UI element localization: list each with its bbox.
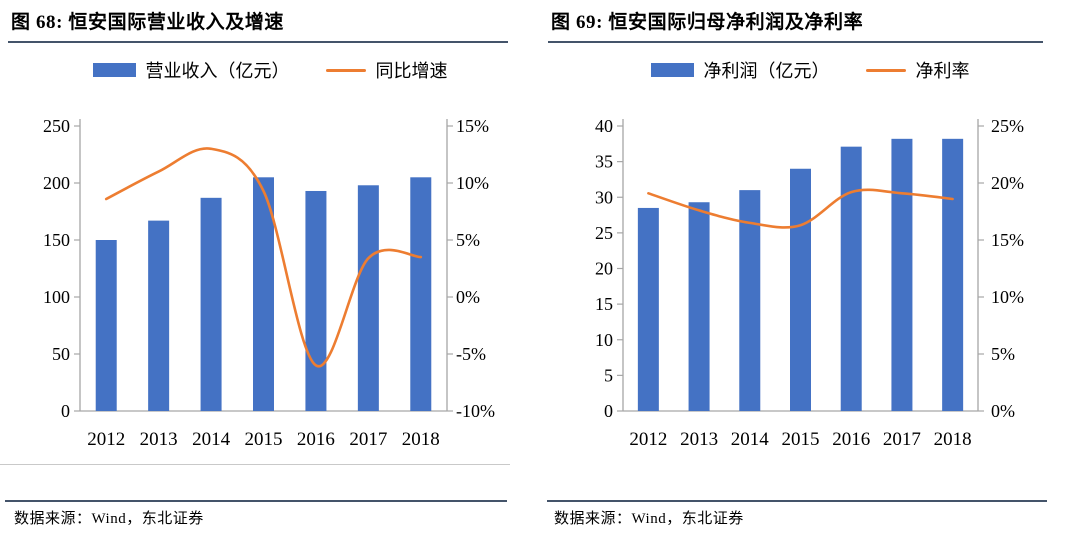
x-axis-label: 2014 xyxy=(731,429,770,450)
source-note: 数据来源：Wind，东北证券 xyxy=(554,511,744,527)
bar-series-swatch xyxy=(92,63,136,77)
legend-label-growth: 同比增速 xyxy=(375,61,448,81)
profit-margin-chart: 0 5 10 15 20 25 30 35 40 0% 5% 10% 15% 20% 25% 2012 2013… xyxy=(595,116,1024,450)
right-axis-label: 0% xyxy=(456,287,480,307)
left-axis-label: 15 xyxy=(595,294,613,314)
right-axis-label: 20% xyxy=(991,173,1024,193)
left-axis-label: 200 xyxy=(43,173,70,193)
figure-title: 图 69: 恒安国际归母净利润及净利率 xyxy=(551,12,864,33)
x-axis-label: 2015 xyxy=(782,429,820,450)
left-axis-label: 10 xyxy=(595,330,613,350)
title-rule xyxy=(548,41,1043,43)
figure-title: 图 68: 恒安国际营业收入及增速 xyxy=(11,12,285,33)
right-axis-label: 10% xyxy=(991,287,1024,307)
legend-item-margin: 净利率 xyxy=(865,57,970,83)
title-rule xyxy=(8,41,508,43)
source-rule xyxy=(5,500,507,502)
source-note: 数据来源：Wind，东北证券 xyxy=(14,511,204,527)
left-axis-label: 40 xyxy=(595,116,613,136)
figure-69-panel: 图 69: 恒安国际归母净利润及净利率 净利润（亿元） 净利率 0 5 10 15 20… xyxy=(540,0,1080,548)
bar-2016 xyxy=(840,146,862,411)
left-axis-label: 50 xyxy=(52,344,70,364)
bar-2015 xyxy=(790,168,811,411)
left-axis-label: 5 xyxy=(604,365,613,385)
x-axis-label: 2012 xyxy=(629,429,667,450)
bar-2018 xyxy=(942,138,964,411)
legend-item-growth: 同比增速 xyxy=(325,57,448,83)
legend-label-margin: 净利率 xyxy=(915,61,970,81)
right-axis-label: 25% xyxy=(991,116,1024,136)
right-axis-label: 10% xyxy=(456,173,489,193)
right-axis-label: 5% xyxy=(456,230,480,250)
bar-2014 xyxy=(200,197,222,411)
left-axis-label: 30 xyxy=(595,187,613,207)
x-axis-label: 2012 xyxy=(87,429,125,450)
x-axis-label: 2013 xyxy=(140,429,178,450)
left-axis-label: 250 xyxy=(43,116,70,136)
x-axis-label: 2015 xyxy=(245,429,283,450)
x-axis-label: 2016 xyxy=(832,429,870,450)
left-axis-label: 35 xyxy=(595,152,613,172)
left-axis-label: 0 xyxy=(604,401,613,421)
left-axis-label: 150 xyxy=(43,230,70,250)
figure-bottom-hairline xyxy=(0,464,510,465)
chart-legend: 营业收入（亿元） 同比增速 xyxy=(0,57,540,83)
right-axis-label: 5% xyxy=(991,344,1015,364)
left-axis-label: 25 xyxy=(595,223,613,243)
同比增速-line xyxy=(104,147,423,368)
bar-2017 xyxy=(357,185,379,411)
bar-2014 xyxy=(739,190,761,411)
x-axis-label: 2014 xyxy=(192,429,231,450)
chart-legend: 净利润（亿元） 净利率 xyxy=(540,57,1080,83)
bar-2012 xyxy=(95,240,117,411)
bar-2015 xyxy=(253,177,274,411)
legend-label-profit: 净利润（亿元） xyxy=(703,61,830,81)
line-series-swatch xyxy=(865,68,906,72)
figure-68-panel: 图 68: 恒安国际营业收入及增速 营业收入（亿元） 同比增速 0 50 100 15… xyxy=(0,12,540,527)
bar-2017 xyxy=(891,138,913,411)
bar-2018 xyxy=(410,177,432,411)
x-axis-label: 2013 xyxy=(680,429,718,450)
line-series-swatch xyxy=(325,68,366,72)
净利率-line xyxy=(647,188,954,229)
right-axis-label: -10% xyxy=(456,401,495,421)
x-axis-label: 2018 xyxy=(934,429,972,450)
x-axis-label: 2016 xyxy=(297,429,335,450)
left-axis-label: 100 xyxy=(43,287,70,307)
x-axis-label: 2017 xyxy=(349,429,387,450)
bar-2013 xyxy=(688,202,710,411)
bar-2013 xyxy=(148,220,170,411)
left-axis-label: 20 xyxy=(595,259,613,279)
right-axis-label: 15% xyxy=(991,230,1024,250)
bar-2016 xyxy=(305,190,327,411)
bar-series-swatch xyxy=(650,63,694,77)
source-rule xyxy=(547,500,1047,502)
x-axis-label: 2018 xyxy=(402,429,440,450)
right-axis-label: 15% xyxy=(456,116,489,136)
legend-item-profit: 净利润（亿元） xyxy=(650,57,830,83)
bar-2012 xyxy=(637,207,659,411)
legend-label-revenue: 营业收入（亿元） xyxy=(145,61,290,81)
right-axis-label: 0% xyxy=(991,401,1015,421)
revenue-growth-chart: 0 50 100 150 200 250 -10% -5% 0% 5% 10% 15% 2012 2013… xyxy=(43,116,495,450)
legend-item-revenue: 营业收入（亿元） xyxy=(92,57,290,83)
left-axis-label: 0 xyxy=(61,401,70,421)
x-axis-label: 2017 xyxy=(883,429,921,450)
right-axis-label: -5% xyxy=(456,344,486,364)
